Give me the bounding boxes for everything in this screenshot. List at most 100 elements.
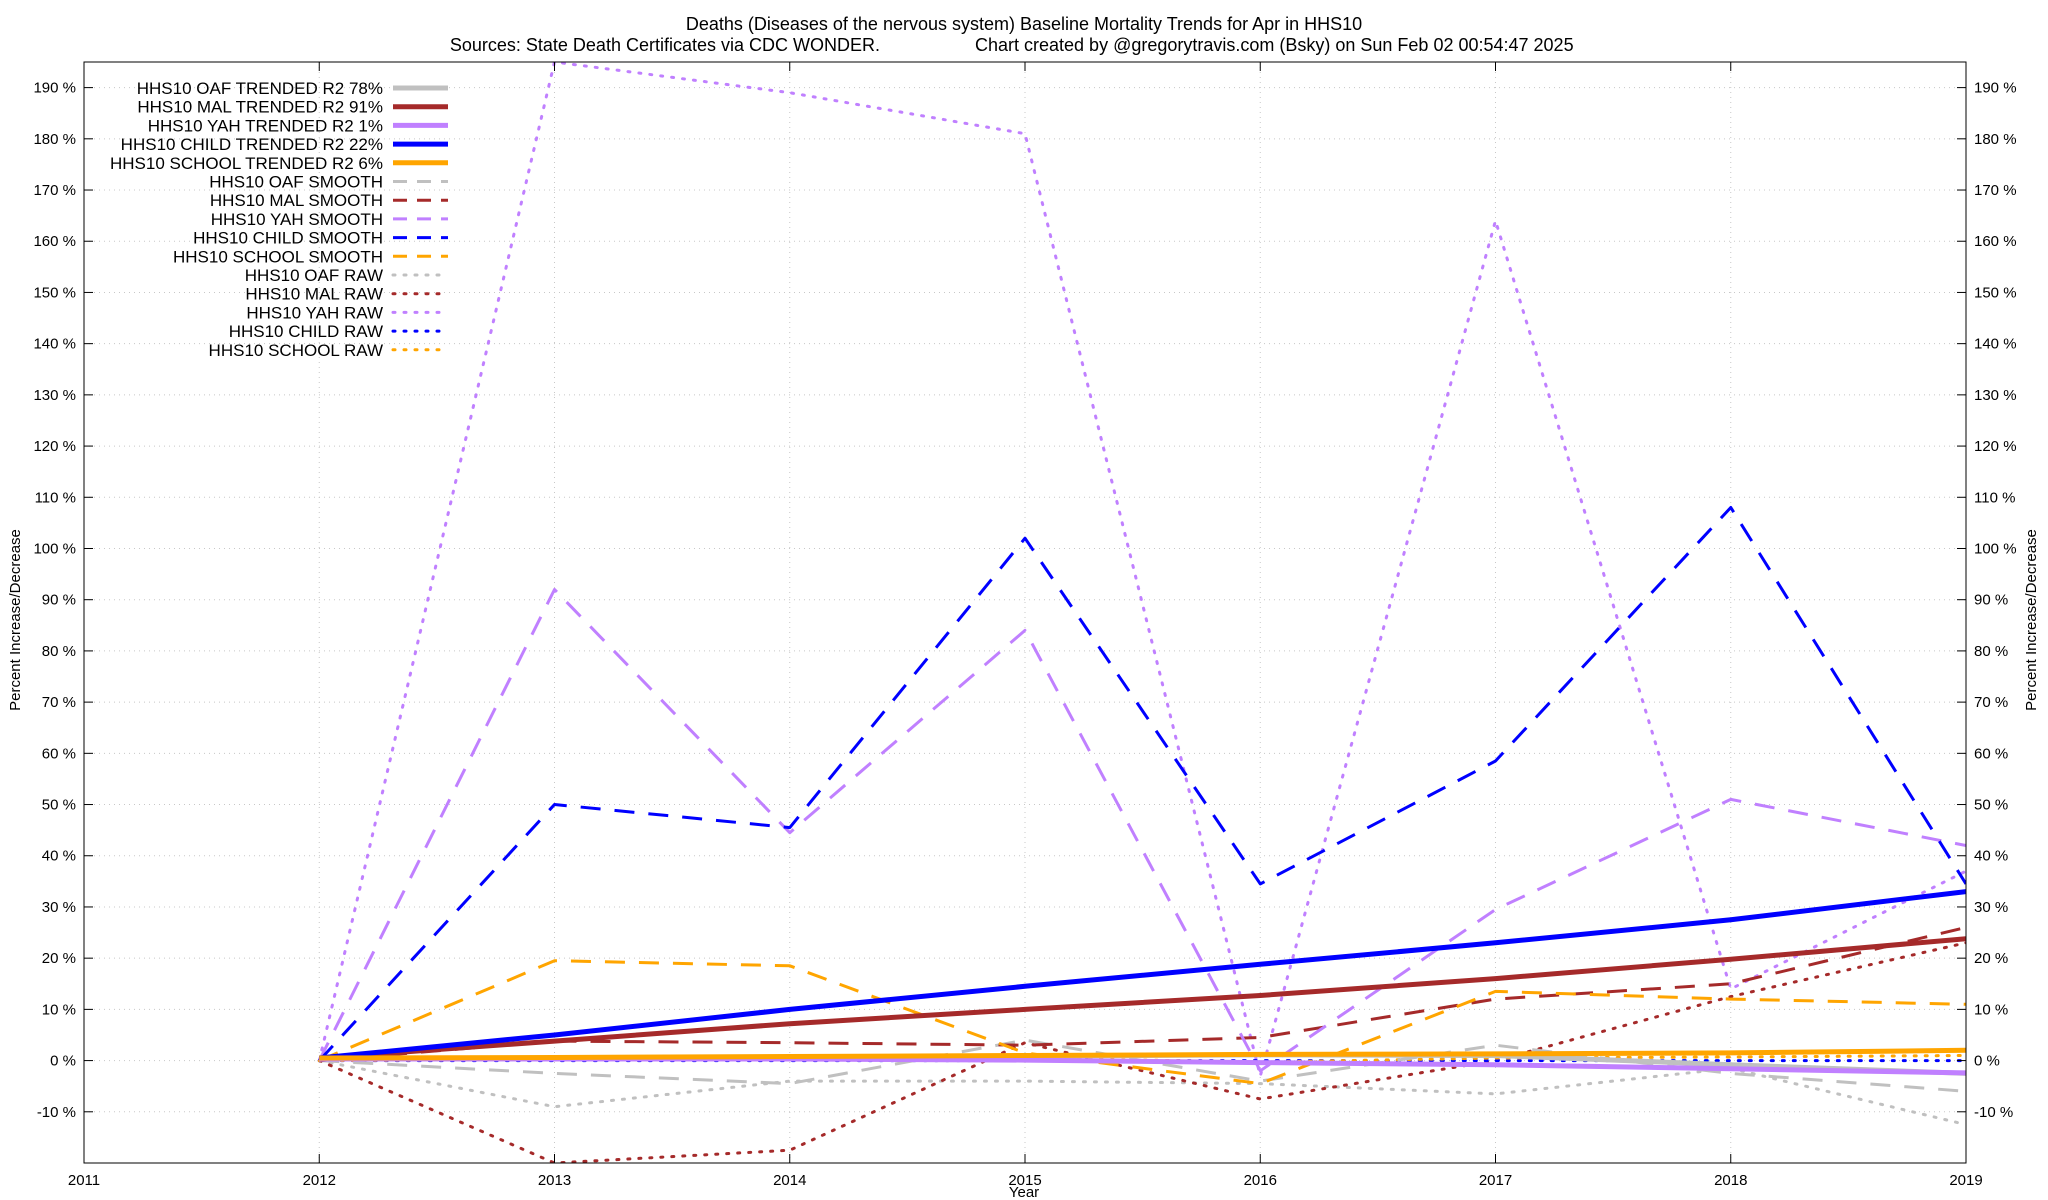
y-tick-label-left: 30 % xyxy=(42,899,76,916)
series-line-hhs10-child-smooth xyxy=(318,506,1966,1062)
y-tick-label-right: 120 % xyxy=(1974,438,2017,455)
legend-entry: HHS10 CHILD TRENDED R2 22% xyxy=(121,135,448,154)
legend-label: HHS10 SCHOOL RAW xyxy=(209,341,383,360)
y-tick-label-left: 150 % xyxy=(33,284,76,301)
y-tick-label-right: 140 % xyxy=(1974,336,2017,353)
y-tick-label-right: 70 % xyxy=(1974,694,2008,711)
y-tick-label-left: 160 % xyxy=(33,233,76,250)
legend-label: HHS10 CHILD SMOOTH xyxy=(193,229,383,248)
y-tick-label-right: 60 % xyxy=(1974,745,2008,762)
legend-entry: HHS10 CHILD RAW xyxy=(229,322,450,341)
y-tick-label-right: 50 % xyxy=(1974,797,2008,814)
y-tick-label-left: 80 % xyxy=(42,643,76,660)
series-lines xyxy=(317,62,1966,1163)
y-tick-label-left: 40 % xyxy=(42,848,76,865)
legend: HHS10 OAF TRENDED R2 78%HHS10 MAL TRENDE… xyxy=(110,79,450,360)
legend-label: HHS10 CHILD TRENDED R2 22% xyxy=(121,135,383,154)
legend-entry: HHS10 SCHOOL RAW xyxy=(209,341,450,360)
y-tick-label-right: 80 % xyxy=(1974,643,2008,660)
y-tick-label-left: 100 % xyxy=(33,540,76,557)
series-line-hhs10-mal-raw xyxy=(317,941,1966,1163)
legend-entry: HHS10 MAL SMOOTH xyxy=(210,191,448,210)
legend-label: HHS10 SCHOOL SMOOTH xyxy=(173,247,383,266)
y-tick-label-left: 110 % xyxy=(35,489,76,506)
legend-label: HHS10 YAH RAW xyxy=(246,303,383,322)
y-tick-label-right: 30 % xyxy=(1974,899,2008,916)
y-tick-label-left: 120 % xyxy=(33,438,76,455)
x-tick-label: 2011 xyxy=(68,1172,100,1189)
y-tick-label-right: 150 % xyxy=(1974,284,2017,301)
legend-label: HHS10 YAH TRENDED R2 1% xyxy=(148,116,383,135)
series-line-hhs10-child-trended-r2-22 xyxy=(319,889,1966,1061)
y-axis-label-right: Percent Increase/Decrease xyxy=(2023,529,2040,711)
chart-subtitle-source: Sources: State Death Certificates via CD… xyxy=(450,35,880,55)
series-line-hhs10-mal-trended-r2-91 xyxy=(319,936,1966,1061)
y-tick-label-left: 190 % xyxy=(33,80,76,97)
legend-entry: HHS10 MAL RAW xyxy=(245,285,450,304)
legend-entry: HHS10 YAH RAW xyxy=(246,303,450,322)
y-tick-label-left: 0 % xyxy=(50,1053,76,1070)
y-tick-label-right: 10 % xyxy=(1974,1001,2008,1018)
y-tick-label-left: 70 % xyxy=(42,694,76,711)
y-tick-label-left: 20 % xyxy=(42,950,76,967)
legend-label: HHS10 OAF TRENDED R2 78% xyxy=(137,79,383,98)
x-tick-label: 2012 xyxy=(303,1172,336,1189)
legend-entry: HHS10 OAF RAW xyxy=(245,266,450,285)
series-line-hhs10-school-smooth xyxy=(318,959,1966,1086)
y-tick-label-right: 110 % xyxy=(1974,489,2015,506)
y-tick-label-right: 20 % xyxy=(1974,950,2008,967)
legend-entry: HHS10 OAF SMOOTH xyxy=(209,173,448,192)
y-tick-label-left: 140 % xyxy=(33,336,76,353)
legend-label: HHS10 OAF RAW xyxy=(245,266,383,285)
series-line-hhs10-mal-smooth xyxy=(319,925,1966,1063)
y-tick-label-right: 40 % xyxy=(1974,848,2008,865)
y-tick-label-right: 100 % xyxy=(1974,540,2017,557)
legend-entry: HHS10 SCHOOL TRENDED R2 6% xyxy=(110,154,448,173)
y-tick-label-left: -10 % xyxy=(37,1104,76,1121)
y-tick-label-left: 10 % xyxy=(42,1001,76,1018)
legend-entry: HHS10 SCHOOL SMOOTH xyxy=(173,247,448,266)
legend-entry: HHS10 MAL TRENDED R2 91% xyxy=(137,98,448,117)
legend-entry: HHS10 OAF TRENDED R2 78% xyxy=(137,79,448,98)
x-tick-label: 2016 xyxy=(1244,1172,1277,1189)
y-tick-label-left: 130 % xyxy=(33,387,76,404)
y-axis-label-left: Percent Increase/Decrease xyxy=(7,529,24,711)
chart-title: Deaths (Diseases of the nervous system) … xyxy=(686,14,1362,34)
legend-label: HHS10 YAH SMOOTH xyxy=(211,210,383,229)
legend-entry: HHS10 YAH SMOOTH xyxy=(211,210,448,229)
y-tick-label-left: 170 % xyxy=(33,182,76,199)
series-line-hhs10-school-trended-r2-6 xyxy=(319,1047,1966,1061)
x-tick-label: 2014 xyxy=(773,1172,806,1189)
y-tick-label-right: 160 % xyxy=(1974,233,2017,250)
legend-entry: HHS10 CHILD SMOOTH xyxy=(193,229,448,248)
x-tick-label: 2015 xyxy=(1008,1172,1041,1189)
y-tick-label-right: 0 % xyxy=(1974,1053,2000,1070)
y-tick-label-left: 50 % xyxy=(42,797,76,814)
y-tick-label-right: 190 % xyxy=(1974,80,2017,97)
chart-subtitle-credit: Chart created by @gregorytravis.com (Bsk… xyxy=(975,35,1574,55)
legend-label: HHS10 MAL SMOOTH xyxy=(210,191,383,210)
axis-ticks: -10 % -10 % 0 % 0 % 10 % 10 % 20 % 20 % 30 % 30 %… xyxy=(33,62,2017,1189)
y-tick-label-left: 90 % xyxy=(42,592,76,609)
x-tick-label: 2019 xyxy=(1949,1172,1982,1189)
x-axis-label: Year xyxy=(1009,1184,1039,1200)
legend-label: HHS10 MAL RAW xyxy=(245,285,383,304)
series-line-hhs10-yah-raw xyxy=(317,62,1966,1078)
y-tick-label-right: 170 % xyxy=(1974,182,2017,199)
series-line-hhs10-yah-smooth xyxy=(317,588,1966,1073)
legend-label: HHS10 SCHOOL TRENDED R2 6% xyxy=(110,154,383,173)
legend-entry: HHS10 YAH TRENDED R2 1% xyxy=(148,116,448,135)
y-tick-label-right: 130 % xyxy=(1974,387,2017,404)
x-tick-label: 2018 xyxy=(1714,1172,1747,1189)
y-tick-label-right: -10 % xyxy=(1974,1104,2013,1121)
x-tick-label: 2013 xyxy=(538,1172,571,1189)
y-tick-label-left: 180 % xyxy=(33,131,76,148)
legend-label: HHS10 OAF SMOOTH xyxy=(209,173,383,192)
x-tick-label: 2017 xyxy=(1479,1172,1512,1189)
y-tick-label-right: 90 % xyxy=(1974,592,2008,609)
legend-label: HHS10 CHILD RAW xyxy=(229,322,383,341)
y-tick-label-left: 60 % xyxy=(42,745,76,762)
y-tick-label-right: 180 % xyxy=(1974,131,2017,148)
legend-label: HHS10 MAL TRENDED R2 91% xyxy=(137,98,383,117)
